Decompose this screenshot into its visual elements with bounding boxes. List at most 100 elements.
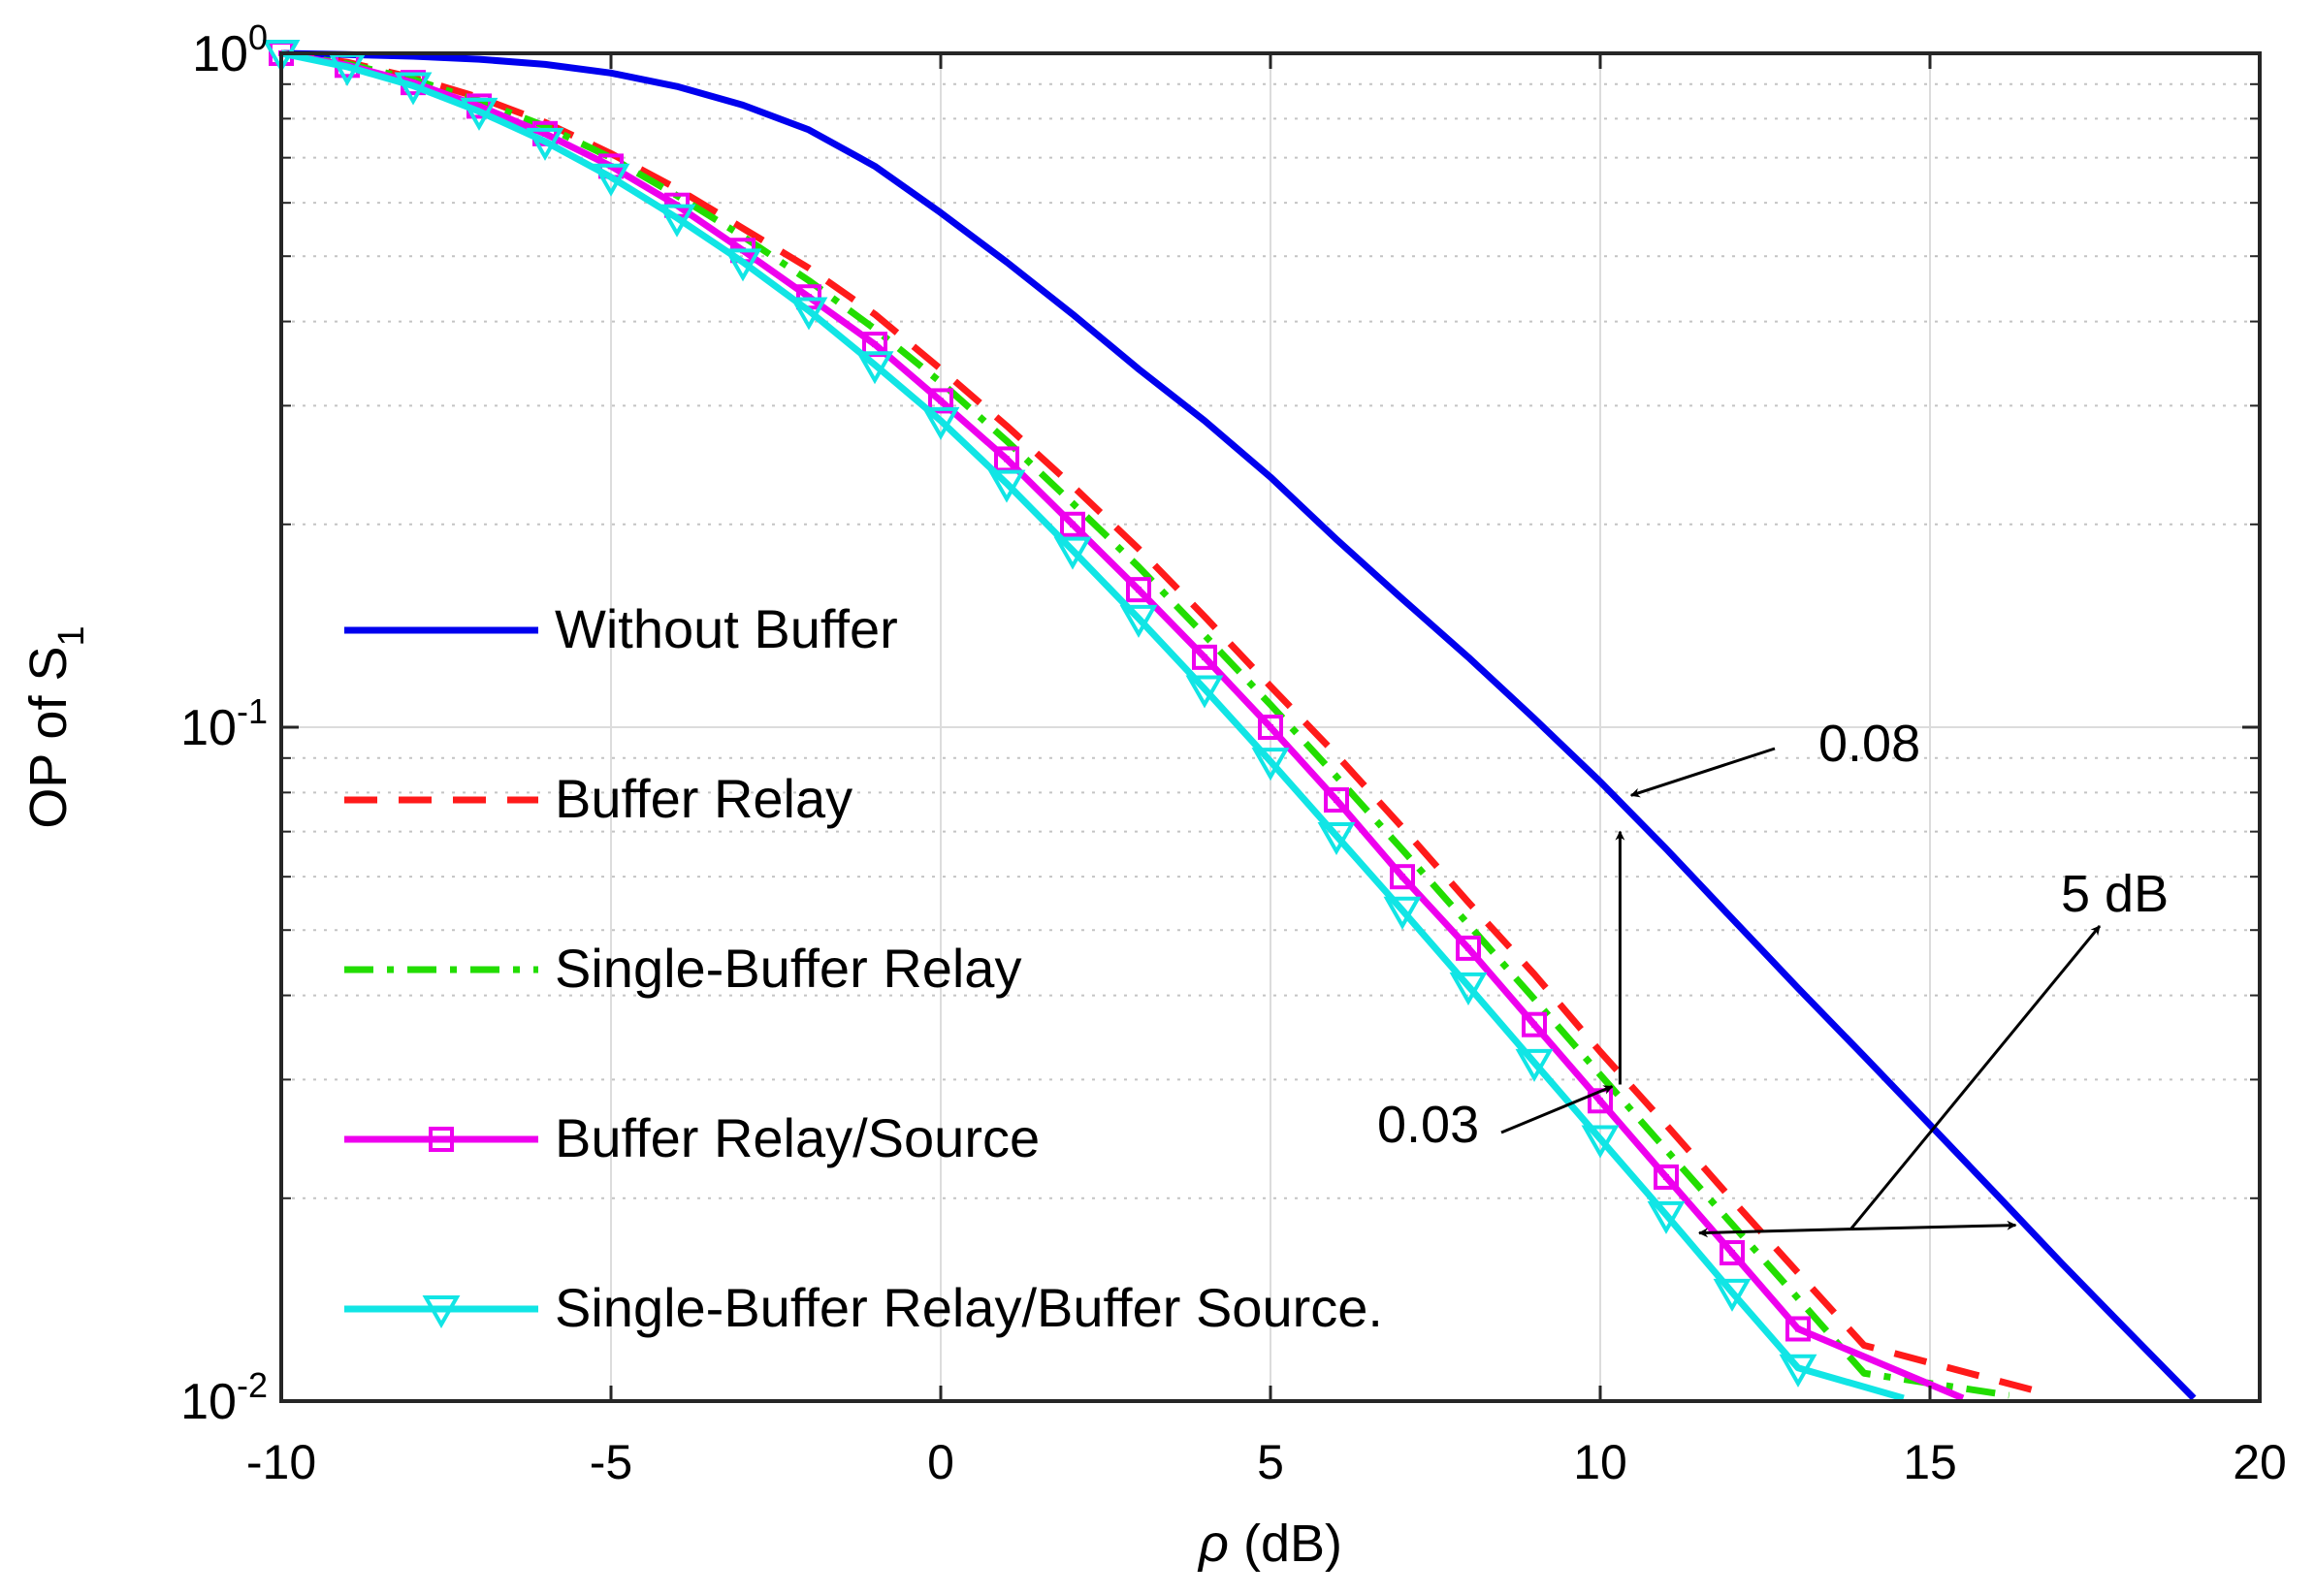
annotation-layer: 0.08 0.03 5 dB [1377,715,2169,1238]
series-line [280,49,2197,1401]
square-marker [1258,715,1283,740]
triangle-down-marker [1185,675,1224,709]
triangle-down-marker [1317,822,1356,856]
triangle-down-marker [1383,896,1422,930]
legend-label: Buffer Relay/Source [555,1107,1040,1168]
y-tick-exponent: -1 [237,691,268,731]
arrow-5db-pointer [1849,925,2102,1230]
square-marker [1192,644,1217,670]
arrow-5db-left [1698,1228,1851,1238]
legend-label: Single-Buffer Relay/Buffer Source. [555,1277,1383,1338]
square-marker [1456,935,1481,961]
square-marker-dot [1531,1021,1537,1028]
annotation-label: 5 dB [2061,865,2169,923]
y-tick-exponent: 0 [248,17,268,57]
square-marker-dot [872,341,878,348]
triangle-down-marker [855,351,894,385]
square-marker [1654,1164,1679,1190]
y-axis-main: OP of S [19,647,78,829]
triangle-down-marker [1779,1354,1817,1388]
y-tick-label: 10-2 [180,1365,268,1430]
annotation-label: 0.03 [1377,1096,1479,1154]
square-marker-dot [1202,654,1207,660]
triangle-down-marker [394,72,433,106]
square-marker [1720,1240,1745,1266]
square-marker-dot [1795,1325,1801,1332]
x-tick-label: 5 [1257,1435,1284,1489]
arrow-0.03 [1500,1085,1614,1134]
x-tick-label: 20 [2233,1435,2287,1489]
triangle-down-marker [1647,1200,1686,1234]
square-marker [1324,786,1349,813]
y-axis-label: OP of S1 [19,625,92,828]
square-marker [1126,577,1151,603]
square-marker [1390,864,1415,890]
square-marker [1785,1316,1811,1342]
legend-label: Single-Buffer Relay [555,938,1021,999]
x-tick-label: 10 [1573,1435,1627,1489]
square-marker-dot [1465,944,1471,951]
square-marker-dot [438,1136,444,1142]
square-marker-dot [476,103,482,110]
square-marker-dot [806,294,812,301]
x-tick-label: -5 [590,1435,632,1489]
y-tick-base: 10 [180,1374,237,1430]
square-marker [1060,511,1085,537]
triangle-down-marker [1251,748,1290,782]
triangle-down-marker [460,97,498,131]
triangle-down-marker [1119,604,1158,638]
series-group [280,49,2197,1401]
triangle-down-marker [658,204,696,238]
x-axis-label: ρ (dB) [1197,1515,1342,1573]
triangle-down-marker [789,297,828,331]
x-axis-unit: (dB) [1229,1515,1342,1573]
square-marker-dot [1597,1098,1603,1104]
square-marker [928,388,953,414]
triangle-down-marker [921,406,960,440]
x-tick-label: 0 [927,1435,954,1489]
annotation-label: 0.08 [1818,715,1920,773]
arrow-0.08 [1629,747,1776,798]
legend-label: Buffer Relay [555,768,852,829]
arrow-5db-right [1850,1220,2017,1231]
square-marker-dot [1070,521,1076,527]
square-marker [429,1127,454,1152]
triangle-down-marker [1515,1048,1554,1082]
x-tick-label: 15 [1903,1435,1957,1489]
square-marker-dot [938,398,944,404]
triangle-down-marker [1449,972,1488,1005]
triangle-down-marker [422,1295,461,1329]
series-line [280,49,2010,1399]
triangle-down-marker [987,469,1026,503]
x-axis-symbol: ρ [1197,1515,1229,1573]
square-marker-dot [1663,1173,1669,1180]
triangle-down-marker [526,127,564,161]
legend: Without Buffer Buffer Relay Single-Buffer … [344,598,1383,1338]
y-axis-subscript: 1 [51,625,92,646]
triangle-down-marker [592,163,630,197]
y-tick-base: 10 [180,700,237,756]
y-tick-base: 10 [192,26,248,82]
square-marker-dot [1136,587,1141,593]
triangle-down-marker [1581,1125,1620,1159]
triangle-down-marker [1713,1278,1752,1312]
y-tick-label: 100 [192,17,268,82]
y-tick-exponent: -2 [237,1365,268,1405]
square-marker-dot [1399,874,1405,880]
triangle-down-marker [1053,536,1092,570]
legend-label: Without Buffer [555,598,898,659]
square-marker [994,446,1019,472]
square-marker [1522,1011,1547,1037]
y-tick-label: 10-1 [180,691,268,756]
series-line [280,49,1905,1402]
square-marker-dot [1334,796,1339,803]
square-marker-dot [542,130,548,137]
square-marker-dot [1729,1250,1735,1257]
square-marker-dot [1268,724,1273,730]
triangle-down-marker [723,248,762,282]
square-marker-dot [1004,456,1010,463]
series-group [262,40,1905,1402]
series-group [280,49,2010,1399]
